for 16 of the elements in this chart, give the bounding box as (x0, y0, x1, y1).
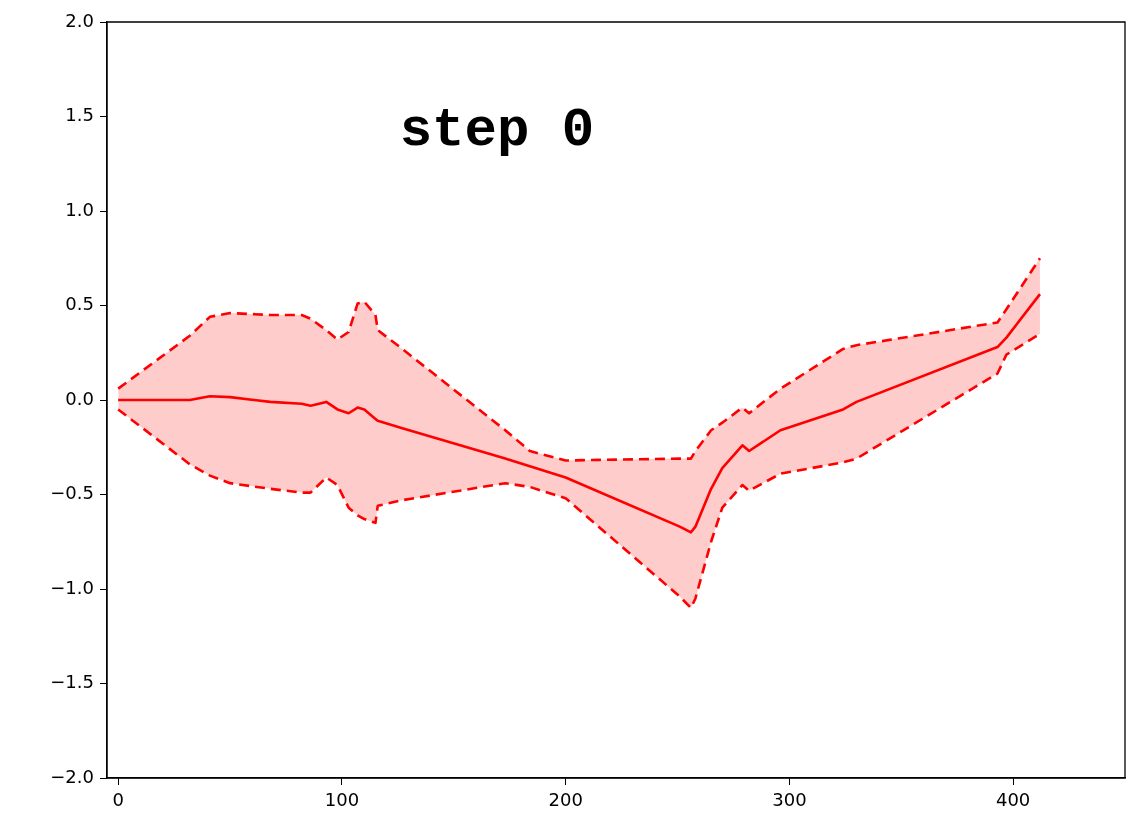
x-tick-label: 0 (112, 789, 124, 811)
y-tick-label: −2.0 (50, 765, 94, 787)
line-series (116, 256, 1042, 462)
y-tick-label: −1.5 (50, 671, 94, 693)
text: step 0 (399, 100, 595, 162)
y-tick-label: −0.5 (50, 482, 94, 504)
x-tick-label: 400 (995, 789, 1031, 811)
y-tick-label: 0.5 (65, 293, 94, 315)
x-tick-label: 200 (548, 789, 583, 811)
x-tick-label: 300 (772, 789, 807, 811)
y-tick-label: −1.0 (50, 576, 94, 598)
y-tick-label: 0.0 (65, 387, 94, 409)
x-tick-label: 100 (324, 789, 360, 811)
y-tick-label: 2.0 (65, 9, 94, 31)
y-tick-label: 1.5 (65, 104, 94, 126)
y-tick-label: 1.0 (65, 198, 94, 220)
